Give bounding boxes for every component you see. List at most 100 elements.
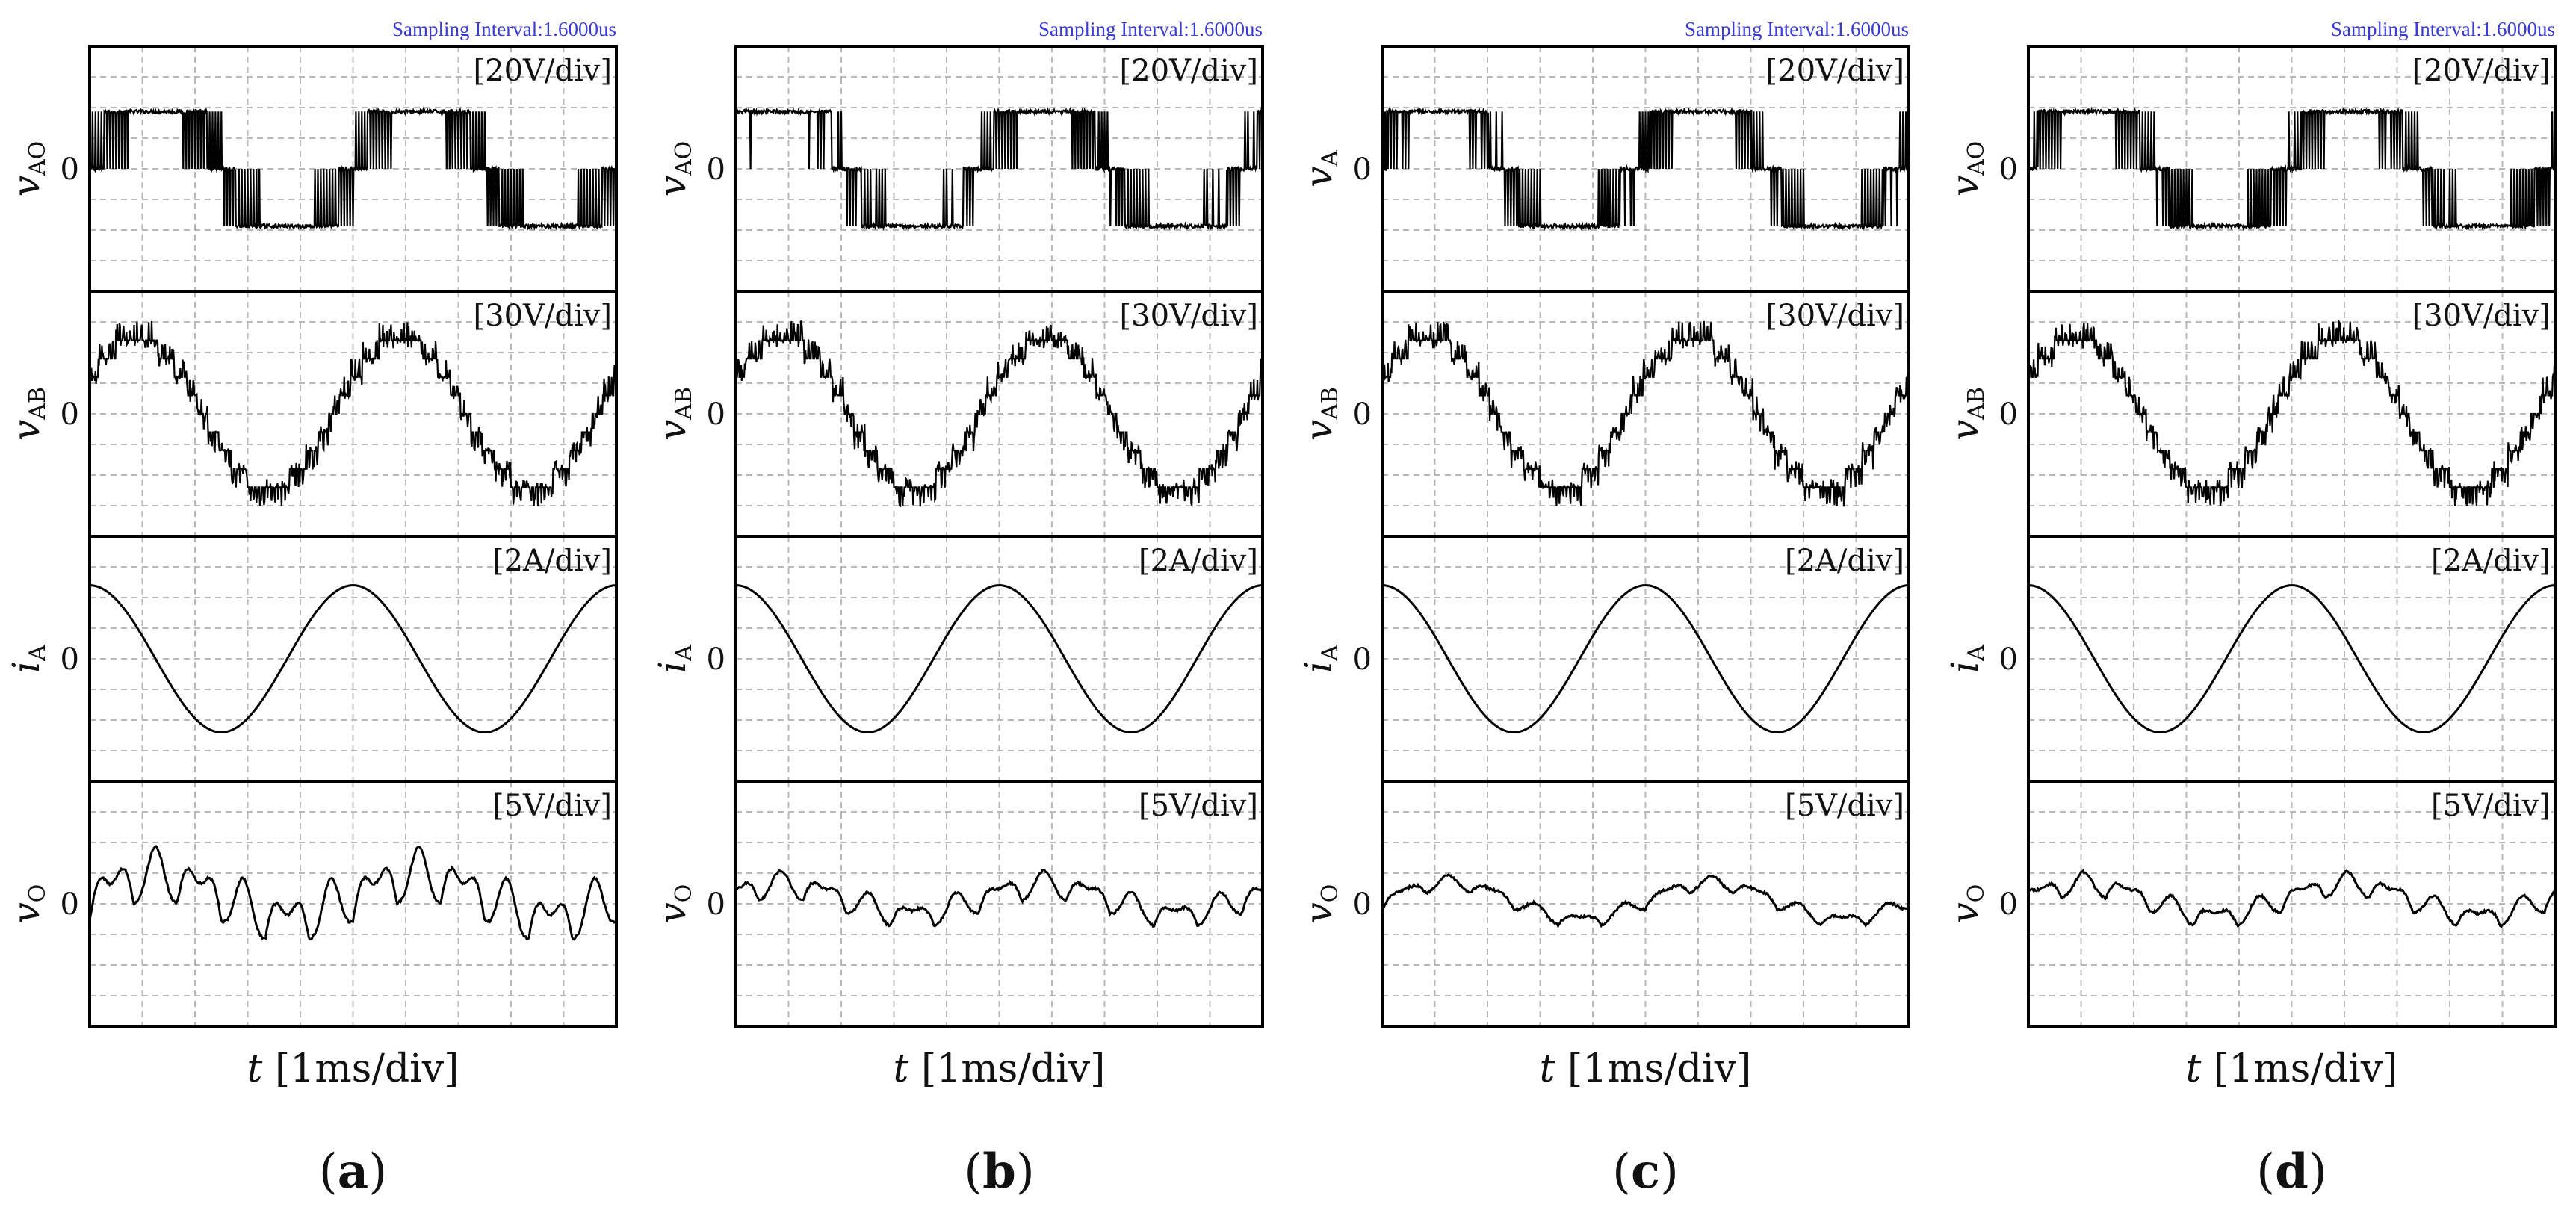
scale-label: [2A/div] (1785, 544, 1904, 578)
y-axis-label-vO: vO (4, 884, 51, 924)
strip-frame (1381, 780, 1910, 1028)
panel-c: Sampling Interval:1.6000us [20V/div] 0 vA [3… (1297, 18, 1910, 1200)
zero-tick-label: 0 (1353, 887, 1372, 922)
trace-vO (88, 845, 618, 941)
strip-vAB: [30V/div] 0 vAB (4, 290, 618, 538)
strip-vA: [20V/div] 0 vA (1297, 45, 1910, 293)
zero-tick-label: 0 (707, 397, 725, 432)
y-axis-label-vAB: vAB (1297, 387, 1343, 441)
scale-label: [5V/div] (1785, 789, 1904, 823)
strip-iA: [2A/div] 0 iA (651, 535, 1264, 783)
scale-label: [2A/div] (1139, 544, 1258, 578)
zero-tick-label: 0 (1353, 642, 1372, 677)
panel-b: Sampling Interval:1.6000us[20V/div]0vAO[… (651, 18, 1264, 1200)
trace-vAB (1382, 320, 1910, 507)
sampling-interval-label: Sampling Interval:1.6000us (2331, 18, 2555, 40)
zero-tick-label: 0 (707, 642, 725, 677)
y-axis-label-vAO: vAO (1943, 141, 1990, 197)
strip-vO: [5V/div] 0 vO (1297, 780, 1910, 1028)
strip-frame (2027, 780, 2557, 1028)
y-axis-label-vA: vA (1297, 150, 1343, 187)
scale-label: [30V/div] (1766, 299, 1904, 333)
strip-vAB: [30V/div] 0 vAB (651, 290, 1264, 538)
strip-frame (734, 780, 1264, 1028)
sampling-interval-label: Sampling Interval:1.6000us (1685, 18, 1909, 40)
y-axis-label-vO: vO (1943, 884, 1990, 924)
zero-tick-label: 0 (61, 397, 79, 432)
strip-vAB: [30V/div] 0 vAB (1297, 290, 1910, 538)
zero-tick-label: 0 (1999, 887, 2018, 922)
scale-label: [5V/div] (2431, 789, 2551, 823)
x-axis-label: t [1ms/div] (247, 1046, 459, 1091)
y-axis-label-iA: iA (1297, 645, 1343, 673)
sampling-interval-label: Sampling Interval:1.6000us (392, 18, 616, 40)
scale-label: [30V/div] (2412, 299, 2551, 333)
trace-vAB (2028, 319, 2557, 506)
panel-caption: (d) (2256, 1144, 2327, 1200)
y-axis-label-vAB: vAB (1943, 387, 1990, 441)
trace-iA (736, 584, 1263, 733)
scale-label: [20V/div] (1120, 54, 1258, 88)
strip-iA: [2A/div] 0 iA (1943, 535, 2557, 783)
y-axis-label-vAB: vAB (651, 387, 697, 441)
sampling-interval-label: Sampling Interval:1.6000us (1038, 18, 1263, 40)
trace-vAO (88, 106, 618, 232)
y-axis-label-vAO: vAO (651, 141, 697, 197)
scale-label: [5V/div] (492, 789, 612, 823)
panel-caption: (b) (964, 1144, 1035, 1200)
scale-label: [30V/div] (1120, 299, 1258, 333)
zero-tick-label: 0 (1353, 397, 1372, 432)
zero-tick-label: 0 (1999, 642, 2018, 677)
zero-tick-label: 0 (1999, 397, 2018, 432)
trace-iA (2028, 584, 2555, 733)
scale-label: [2A/div] (492, 544, 612, 578)
strip-iA: [2A/div] 0 iA (4, 535, 618, 783)
scale-label: [20V/div] (474, 54, 612, 88)
panel-a: Sampling Interval:1.6000us[20V/div]0vAO[… (4, 18, 618, 1200)
strip-frame (88, 780, 618, 1028)
y-axis-label-vO: vO (1297, 884, 1343, 924)
scale-label: [2A/div] (2431, 544, 2551, 578)
y-axis-label-iA: iA (4, 645, 51, 673)
strip-vAO: [20V/div] 0 vAO (1943, 45, 2557, 293)
strip-iA: [2A/div] 0 iA (1297, 535, 1910, 783)
trace-vO (1381, 872, 1910, 928)
panel-caption: (c) (1612, 1144, 1679, 1200)
y-axis-label-vO: vO (651, 884, 697, 924)
strip-vAB: [30V/div] 0 vAB (1943, 290, 2557, 538)
trace-iA (90, 584, 616, 733)
zero-tick-label: 0 (707, 152, 725, 187)
scale-label: [20V/div] (1766, 54, 1904, 88)
y-axis-label-iA: iA (1943, 645, 1990, 673)
zero-tick-label: 0 (61, 642, 79, 677)
strip-vO: [5V/div] 0 vO (4, 780, 618, 1028)
y-axis-label-vAB: vAB (4, 387, 51, 441)
trace-vAB (736, 320, 1264, 508)
scale-label: [20V/div] (2412, 54, 2551, 88)
x-axis-label: t [1ms/div] (894, 1046, 1106, 1091)
trace-vAB (90, 320, 618, 506)
trace-vAO (734, 106, 1264, 232)
scale-label: [30V/div] (474, 299, 612, 333)
strip-vO: [5V/div] 0 vO (1943, 780, 2557, 1028)
zero-tick-label: 0 (707, 887, 725, 922)
scale-label: [5V/div] (1139, 789, 1258, 823)
strip-vAO: [20V/div] 0 vAO (4, 45, 618, 293)
panel-caption: (a) (319, 1144, 387, 1200)
x-axis-label: t [1ms/div] (1540, 1046, 1752, 1091)
zero-tick-label: 0 (61, 152, 79, 187)
trace-iA (1382, 584, 1909, 733)
strip-vO: [5V/div] 0 vO (651, 780, 1264, 1028)
zero-tick-label: 0 (1353, 152, 1372, 187)
y-axis-label-vAO: vAO (4, 141, 51, 197)
trace-vO (2027, 869, 2557, 928)
strip-vAO: [20V/div] 0 vAO (651, 45, 1264, 293)
trace-vA (1381, 106, 1910, 232)
y-axis-label-iA: iA (651, 645, 697, 673)
zero-tick-label: 0 (1999, 152, 2018, 187)
zero-tick-label: 0 (61, 887, 79, 922)
trace-vAO (2027, 106, 2557, 232)
trace-vO (735, 868, 1263, 928)
panel-d: Sampling Interval:1.6000us[20V/div]0vAO[… (1943, 18, 2557, 1200)
